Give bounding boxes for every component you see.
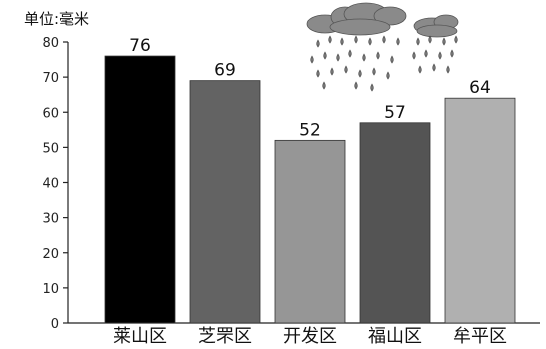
- raindrop: [450, 49, 454, 58]
- raindrop: [372, 67, 376, 76]
- bar-value-label: 64: [469, 78, 491, 98]
- raindrop: [358, 69, 362, 78]
- raindrop: [382, 35, 386, 44]
- raindrop: [316, 69, 320, 78]
- bar-value-label: 52: [299, 120, 321, 140]
- x-category-label: 牟平区: [453, 326, 507, 347]
- raindrop: [354, 35, 358, 44]
- bar-value-label: 69: [214, 61, 236, 81]
- raindrop: [454, 35, 458, 44]
- raindrop: [330, 67, 334, 76]
- raindrop: [322, 81, 326, 90]
- raindrop: [418, 65, 422, 74]
- x-category-label: 莱山区: [113, 326, 167, 347]
- raindrop: [323, 51, 327, 60]
- bar-2: [189, 80, 261, 324]
- raindrop: [376, 51, 380, 60]
- y-tick-label: 70: [42, 71, 59, 86]
- x-category-label: 福山区: [368, 326, 422, 347]
- y-tick-label: 10: [42, 282, 59, 297]
- raindrop: [424, 49, 428, 58]
- raindrop: [310, 55, 314, 64]
- raindrop: [416, 37, 420, 46]
- raindrop: [446, 65, 450, 74]
- raindrop: [390, 55, 394, 64]
- raindrop: [316, 39, 320, 48]
- raindrop: [354, 81, 358, 90]
- y-tick-label: 80: [42, 36, 59, 51]
- y-tick-label: 40: [42, 177, 59, 192]
- bar-value-label: 76: [129, 36, 151, 56]
- raindrop: [362, 53, 366, 62]
- x-category-label: 芝罘区: [198, 326, 252, 347]
- bar-5: [444, 97, 516, 324]
- raindrop: [336, 53, 340, 62]
- raindrop: [340, 37, 344, 46]
- raindrop: [438, 51, 442, 60]
- bar-value-label: 57: [384, 103, 406, 123]
- y-tick-label: 60: [42, 106, 59, 121]
- x-category-label: 开发区: [283, 326, 337, 347]
- raindrop: [428, 35, 432, 44]
- y-tick-label: 0: [51, 317, 59, 332]
- raindrop: [344, 65, 348, 74]
- raindrop: [370, 83, 374, 92]
- raindrop: [328, 35, 332, 44]
- bar-3: [274, 139, 346, 324]
- raindrop: [396, 37, 400, 46]
- rain-cloud-icon: [306, 2, 459, 92]
- y-tick-label: 50: [42, 141, 59, 156]
- raindrop: [442, 37, 446, 46]
- raindrop: [368, 37, 372, 46]
- y-tick-label: 30: [42, 212, 59, 227]
- raindrop: [412, 51, 416, 60]
- raindrop: [348, 49, 352, 58]
- y-tick-label: 20: [42, 247, 59, 262]
- y-axis-unit-label: 单位:毫米: [24, 10, 89, 28]
- raindrop: [386, 71, 390, 80]
- bar-4: [359, 122, 431, 324]
- bar-1: [104, 55, 176, 324]
- raindrop: [432, 63, 436, 72]
